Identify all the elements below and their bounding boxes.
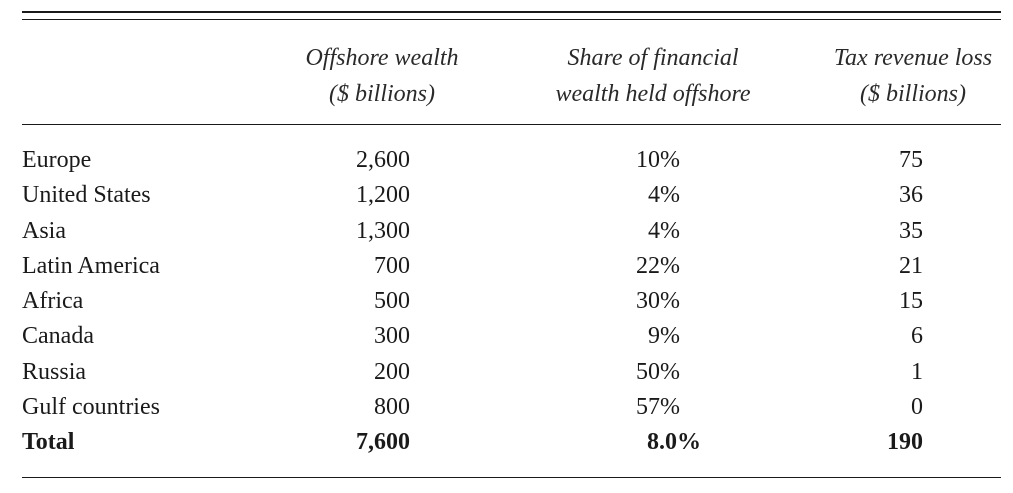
- top-rule-thin: [22, 19, 1001, 20]
- header-tax-revenue-loss: Tax revenue loss ($ billions): [808, 40, 1013, 112]
- share-cell: 10%: [636, 147, 680, 173]
- region-cell: Europe: [22, 147, 92, 173]
- tax-cell: 15: [899, 288, 923, 314]
- table-row: Canada 300 9% 6: [0, 319, 1013, 354]
- region-cell: Canada: [22, 323, 94, 349]
- table-row: Europe 2,600 10% 75: [0, 143, 1013, 178]
- region-cell: United States: [22, 182, 151, 208]
- share-cell: 30%: [636, 288, 680, 314]
- wealth-cell: 1,200: [356, 182, 410, 208]
- tax-cell: 1: [911, 359, 923, 385]
- table-row: United States 1,200 4% 36: [0, 178, 1013, 213]
- region-cell: Russia: [22, 359, 87, 385]
- wealth-cell: 200: [374, 359, 410, 385]
- header-share-offshore: Share of financial wealth held offshore: [526, 40, 780, 112]
- share-cell: 9%: [648, 323, 680, 349]
- header-offshore-wealth-line1: Offshore wealth: [305, 45, 459, 71]
- share-cell: 4%: [648, 182, 680, 208]
- header-tax-revenue-loss-line2: ($ billions): [860, 81, 966, 107]
- share-cell: 4%: [648, 218, 680, 244]
- region-cell: Asia: [22, 218, 66, 244]
- total-row: Total 7,600 8.0% 190: [0, 425, 1013, 460]
- region-cell: Africa: [22, 288, 84, 314]
- total-tax: 190: [887, 429, 923, 455]
- share-cell: 57%: [636, 394, 680, 420]
- region-cell: Gulf countries: [22, 394, 160, 420]
- wealth-cell: 700: [374, 253, 410, 279]
- share-cell: 50%: [636, 359, 680, 385]
- table-row: Gulf countries 800 57% 0: [0, 390, 1013, 425]
- wealth-cell: 300: [374, 323, 410, 349]
- share-cell: 22%: [636, 253, 680, 279]
- header-share-offshore-line1: Share of financial: [567, 45, 739, 71]
- total-label: Total: [22, 429, 75, 455]
- table-row: Africa 500 30% 15: [0, 284, 1013, 319]
- bottom-rule: [22, 477, 1001, 478]
- table-row: Asia 1,300 4% 35: [0, 214, 1013, 249]
- header-tax-revenue-loss-line1: Tax revenue loss: [833, 45, 993, 71]
- top-rule-thick: [22, 11, 1001, 13]
- wealth-cell: 800: [374, 394, 410, 420]
- table-row: Russia 200 50% 1: [0, 355, 1013, 390]
- tax-cell: 75: [899, 147, 923, 173]
- total-share: 8.0%: [647, 429, 701, 455]
- header-rule: [22, 124, 1001, 125]
- tax-cell: 6: [911, 323, 923, 349]
- total-wealth: 7,600: [356, 429, 410, 455]
- tax-cell: 36: [899, 182, 923, 208]
- table-row: Latin America 700 22% 21: [0, 249, 1013, 284]
- region-cell: Latin America: [22, 253, 160, 279]
- wealth-cell: 2,600: [356, 147, 410, 173]
- tax-cell: 35: [899, 218, 923, 244]
- tax-cell: 21: [899, 253, 923, 279]
- header-share-offshore-line2: wealth held offshore: [555, 81, 751, 107]
- header-offshore-wealth: Offshore wealth ($ billions): [282, 40, 482, 112]
- header-offshore-wealth-line2: ($ billions): [329, 81, 435, 107]
- wealth-cell: 1,300: [356, 218, 410, 244]
- tax-cell: 0: [911, 394, 923, 420]
- wealth-cell: 500: [374, 288, 410, 314]
